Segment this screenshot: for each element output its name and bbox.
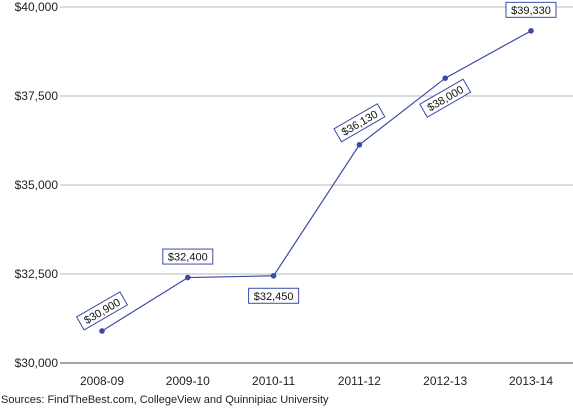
data-label-box xyxy=(248,287,300,304)
y-tick-label: $32,500 xyxy=(15,267,59,281)
x-tick-label: 2009-10 xyxy=(166,374,210,388)
data-label-box xyxy=(333,103,386,143)
data-label: $32,400 xyxy=(162,248,214,265)
data-point xyxy=(185,274,191,281)
series xyxy=(99,28,534,334)
data-point xyxy=(270,272,277,279)
data-label-text: $39,330 xyxy=(511,5,551,17)
y-tick-label: $30,000 xyxy=(15,356,59,370)
x-tick-label: 2013-14 xyxy=(509,374,553,388)
data-label-box xyxy=(419,78,472,118)
data-label: $32,450 xyxy=(248,287,300,304)
x-tick-label: 2008-09 xyxy=(80,374,124,388)
data-label: $36,130 xyxy=(333,103,386,143)
data-label-text: $32,400 xyxy=(168,252,208,264)
data-label-box xyxy=(75,291,129,331)
source-note: Sources: FindTheBest.com, CollegeView an… xyxy=(1,394,329,406)
x-tick-label: 2011-12 xyxy=(338,374,381,388)
data-label: $38,000 xyxy=(419,78,472,118)
x-tick-label: 2012-13 xyxy=(423,374,467,388)
data-label-box xyxy=(505,1,557,18)
data-label-text: $32,450 xyxy=(254,291,294,303)
y-tick-label: $35,000 xyxy=(15,178,59,192)
y-axis-ticks: $30,000 $32,500 $35,000 $37,500 $40,000 xyxy=(15,0,59,370)
x-tick-label: 2010-11 xyxy=(252,374,295,388)
data-point xyxy=(442,75,449,81)
data-label-box xyxy=(162,248,214,265)
data-labels: $30,900 $32,400 $32,450 $36,130 $38,000 $39,3… xyxy=(75,1,557,331)
y-tick-label: $40,000 xyxy=(15,0,59,14)
x-axis-ticks: 2008-09 2009-10 2010-11 2011-12 2012-13 2013-… xyxy=(80,374,553,388)
data-label: $39,330 xyxy=(505,1,557,18)
gridlines xyxy=(60,6,573,364)
y-tick-label: $37,500 xyxy=(15,89,59,103)
data-label: $30,900 xyxy=(75,291,129,331)
data-point xyxy=(356,141,363,148)
data-point xyxy=(528,28,534,34)
series-line xyxy=(101,30,532,332)
data-point xyxy=(99,328,105,334)
